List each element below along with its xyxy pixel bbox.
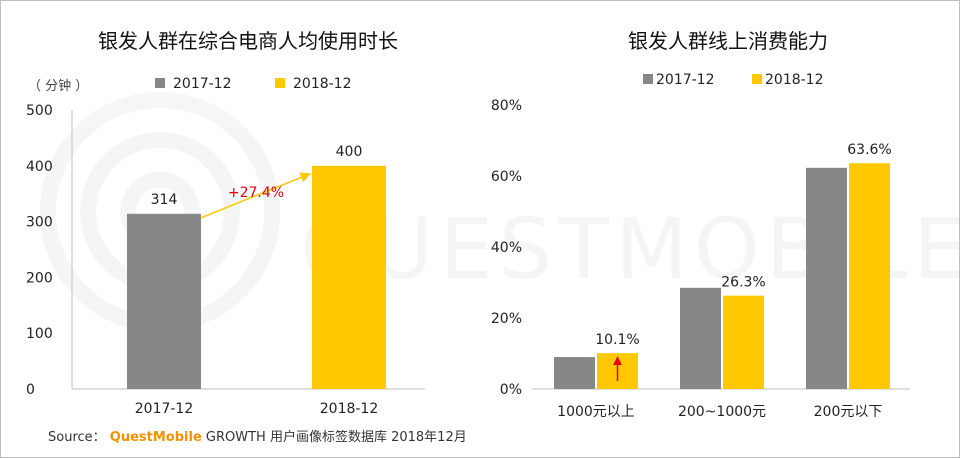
left-y-tick: 200 xyxy=(26,270,53,286)
left-data-label: 400 xyxy=(336,144,363,160)
right-legend-label-0: 2017-12 xyxy=(656,72,715,88)
left-unit-label: （ 分钟 ） xyxy=(28,78,88,94)
left-x-tick: 2017-12 xyxy=(135,401,194,417)
right-bar-2017-12-2 xyxy=(806,167,847,389)
left-legend-label-1: 2018-12 xyxy=(293,76,352,92)
left-y-tick: 100 xyxy=(26,326,53,342)
left-legend-swatch-0 xyxy=(155,78,165,88)
left-growth-arrow xyxy=(200,172,311,219)
right-chart-title: 银发人群线上消费能力 xyxy=(628,29,828,53)
right-y-tick: 80% xyxy=(491,98,522,114)
right-x-tick: 200~1000元 xyxy=(678,404,766,420)
left-legend-label-0: 2017-12 xyxy=(173,76,232,92)
left-growth-annotation: +27.4% xyxy=(228,185,284,201)
right-y-tick: 20% xyxy=(491,311,522,327)
source-prefix: Source： xyxy=(48,430,106,445)
left-y-tick: 400 xyxy=(26,159,53,175)
right-x-tick: 1000元以上 xyxy=(557,404,635,420)
right-legend-swatch-0 xyxy=(643,74,653,84)
right-bar-2017-12-1 xyxy=(680,287,721,389)
right-legend-swatch-1 xyxy=(752,74,762,84)
left-chart-title: 银发人群在综合电商人均使用时长 xyxy=(98,29,398,53)
right-bar-2017-12-0 xyxy=(554,357,595,389)
right-data-label: 10.1% xyxy=(595,332,639,348)
left-bar-2017-12 xyxy=(127,213,201,389)
right-legend-label-1: 2018-12 xyxy=(765,72,824,88)
left-y-tick: 500 xyxy=(26,103,53,119)
left-y-tick: 0 xyxy=(26,382,35,398)
source-brand: QuestMobile xyxy=(109,430,202,445)
right-x-tick: 200元以下 xyxy=(814,404,883,420)
right-data-label: 63.6% xyxy=(847,142,891,158)
right-bar-2018-12-2 xyxy=(849,163,890,389)
right-y-tick: 60% xyxy=(491,169,522,185)
left-y-tick: 300 xyxy=(26,215,53,231)
source-text: GROWTH 用户画像标签数据库 2018年12月 xyxy=(205,430,467,445)
left-data-label: 314 xyxy=(151,192,178,208)
left-legend-swatch-1 xyxy=(275,78,285,88)
source-note: Source： QuestMobile GROWTH 用户画像标签数据库 201… xyxy=(48,426,467,445)
right-data-label: 26.3% xyxy=(721,275,765,291)
left-bar-2018-12 xyxy=(312,165,386,389)
left-x-tick: 2018-12 xyxy=(320,401,379,417)
right-bar-2018-12-1 xyxy=(723,295,764,389)
right-y-tick: 40% xyxy=(491,240,522,256)
right-y-tick: 0% xyxy=(500,382,522,398)
